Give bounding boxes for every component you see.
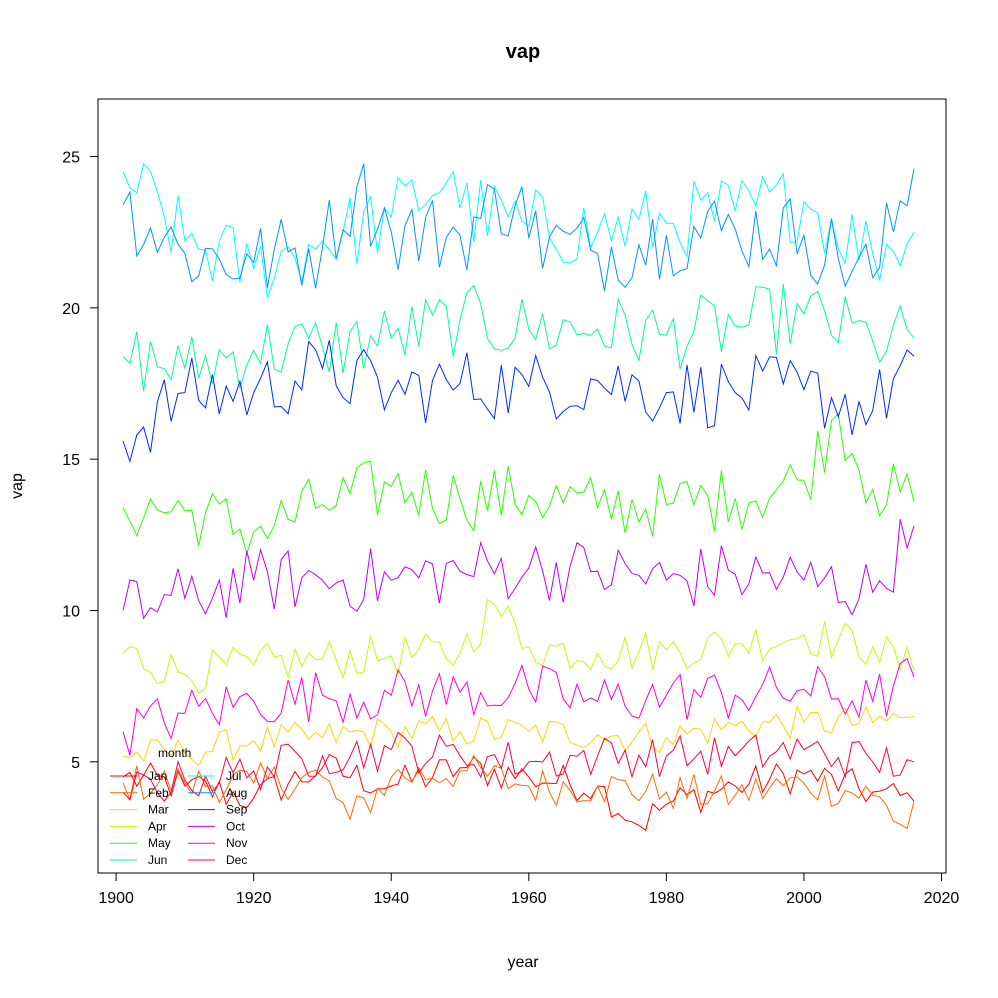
y-axis-label: vap [9, 473, 26, 499]
legend-entry: Oct [226, 819, 245, 833]
series-line-aug [122, 163, 915, 292]
chart-title: vap [506, 41, 540, 63]
plot-frame [97, 98, 947, 874]
series-line-nov [122, 657, 915, 756]
series-layer [122, 162, 915, 832]
legend-title: month [158, 746, 191, 760]
legend-entry: Dec [226, 853, 247, 867]
series-line-jul [122, 162, 915, 298]
x-tick-label: 1960 [511, 890, 547, 907]
x-tick-label: 1980 [649, 890, 685, 907]
y-axis: 5 10 15 20 25 [62, 150, 99, 772]
x-tick-label: 2000 [786, 890, 822, 907]
x-tick-label: 1900 [98, 890, 134, 907]
series-line-feb [122, 754, 915, 830]
series-line-apr [122, 598, 915, 694]
series-line-jan [122, 753, 915, 832]
legend-entry: Apr [148, 819, 167, 833]
legend-entry: Nov [226, 836, 247, 850]
legend-entry: Aug [226, 786, 247, 800]
series-line-mar [122, 704, 915, 767]
legend-entry: Sep [226, 803, 248, 817]
legend-entry: Mar [148, 803, 169, 817]
legend-entry: Jul [226, 769, 241, 783]
series-line-may [122, 412, 915, 556]
y-tick-label: 15 [62, 452, 80, 469]
y-tick-label: 20 [62, 301, 80, 318]
x-axis-label: year [507, 954, 539, 971]
y-tick-label: 25 [62, 150, 80, 167]
y-tick-label: 5 [71, 755, 80, 772]
legend-entry: May [148, 836, 171, 850]
y-tick-label: 10 [62, 604, 80, 621]
series-line-jun [122, 284, 915, 392]
x-tick-label: 1940 [373, 890, 409, 907]
x-axis: 1900 1920 1940 1960 1980 2000 2020 [98, 872, 960, 907]
series-line-sep [122, 340, 915, 464]
legend-entry: Feb [148, 786, 169, 800]
legend-entry: Jan [148, 769, 167, 783]
series-line-dec [122, 731, 915, 802]
x-tick-label: 2020 [924, 890, 960, 907]
x-tick-label: 1920 [236, 890, 272, 907]
series-line-oct [122, 519, 915, 620]
legend: month Jan Feb Mar Apr May Jun Jul Aug Sep Oct Nov D… [110, 746, 248, 867]
legend-entry: Jun [148, 853, 167, 867]
